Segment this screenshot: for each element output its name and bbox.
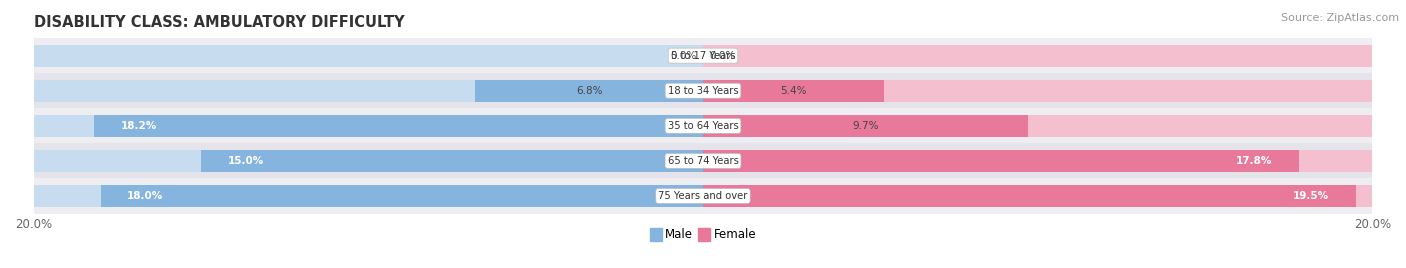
Text: 75 Years and over: 75 Years and over: [658, 191, 748, 201]
Bar: [34, 38, 1372, 73]
Text: 18.2%: 18.2%: [121, 121, 157, 131]
Text: 5.4%: 5.4%: [780, 86, 807, 96]
Text: 18.0%: 18.0%: [128, 191, 163, 201]
Text: 35 to 64 Years: 35 to 64 Years: [668, 121, 738, 131]
Bar: [34, 73, 1372, 108]
Text: 15.0%: 15.0%: [228, 156, 264, 166]
Text: 0.0%: 0.0%: [671, 51, 696, 61]
Bar: [703, 150, 1299, 172]
Bar: [34, 143, 1372, 178]
Bar: [100, 185, 703, 207]
Bar: [34, 178, 1372, 214]
Bar: [34, 80, 703, 102]
Bar: [703, 115, 1028, 137]
Text: 9.7%: 9.7%: [852, 121, 879, 131]
Text: 19.5%: 19.5%: [1292, 191, 1329, 201]
Bar: [475, 80, 703, 102]
Text: Source: ZipAtlas.com: Source: ZipAtlas.com: [1281, 13, 1399, 23]
Bar: [94, 115, 703, 137]
Text: 18 to 34 Years: 18 to 34 Years: [668, 86, 738, 96]
Bar: [201, 150, 703, 172]
Bar: [34, 150, 703, 172]
Bar: [34, 45, 703, 66]
Text: 6.8%: 6.8%: [576, 86, 602, 96]
Bar: [34, 115, 703, 137]
Text: 65 to 74 Years: 65 to 74 Years: [668, 156, 738, 166]
Bar: [34, 185, 703, 207]
Bar: [34, 108, 1372, 143]
Bar: [703, 185, 1372, 207]
Bar: [703, 115, 1372, 137]
Bar: [703, 185, 1355, 207]
Text: 0.0%: 0.0%: [710, 51, 735, 61]
Text: 5 to 17 Years: 5 to 17 Years: [671, 51, 735, 61]
Bar: [703, 45, 1372, 66]
Bar: [703, 80, 884, 102]
Text: DISABILITY CLASS: AMBULATORY DIFFICULTY: DISABILITY CLASS: AMBULATORY DIFFICULTY: [34, 15, 404, 30]
Text: 17.8%: 17.8%: [1236, 156, 1272, 166]
Legend: Male, Female: Male, Female: [645, 224, 761, 246]
Bar: [703, 150, 1372, 172]
Bar: [703, 80, 1372, 102]
